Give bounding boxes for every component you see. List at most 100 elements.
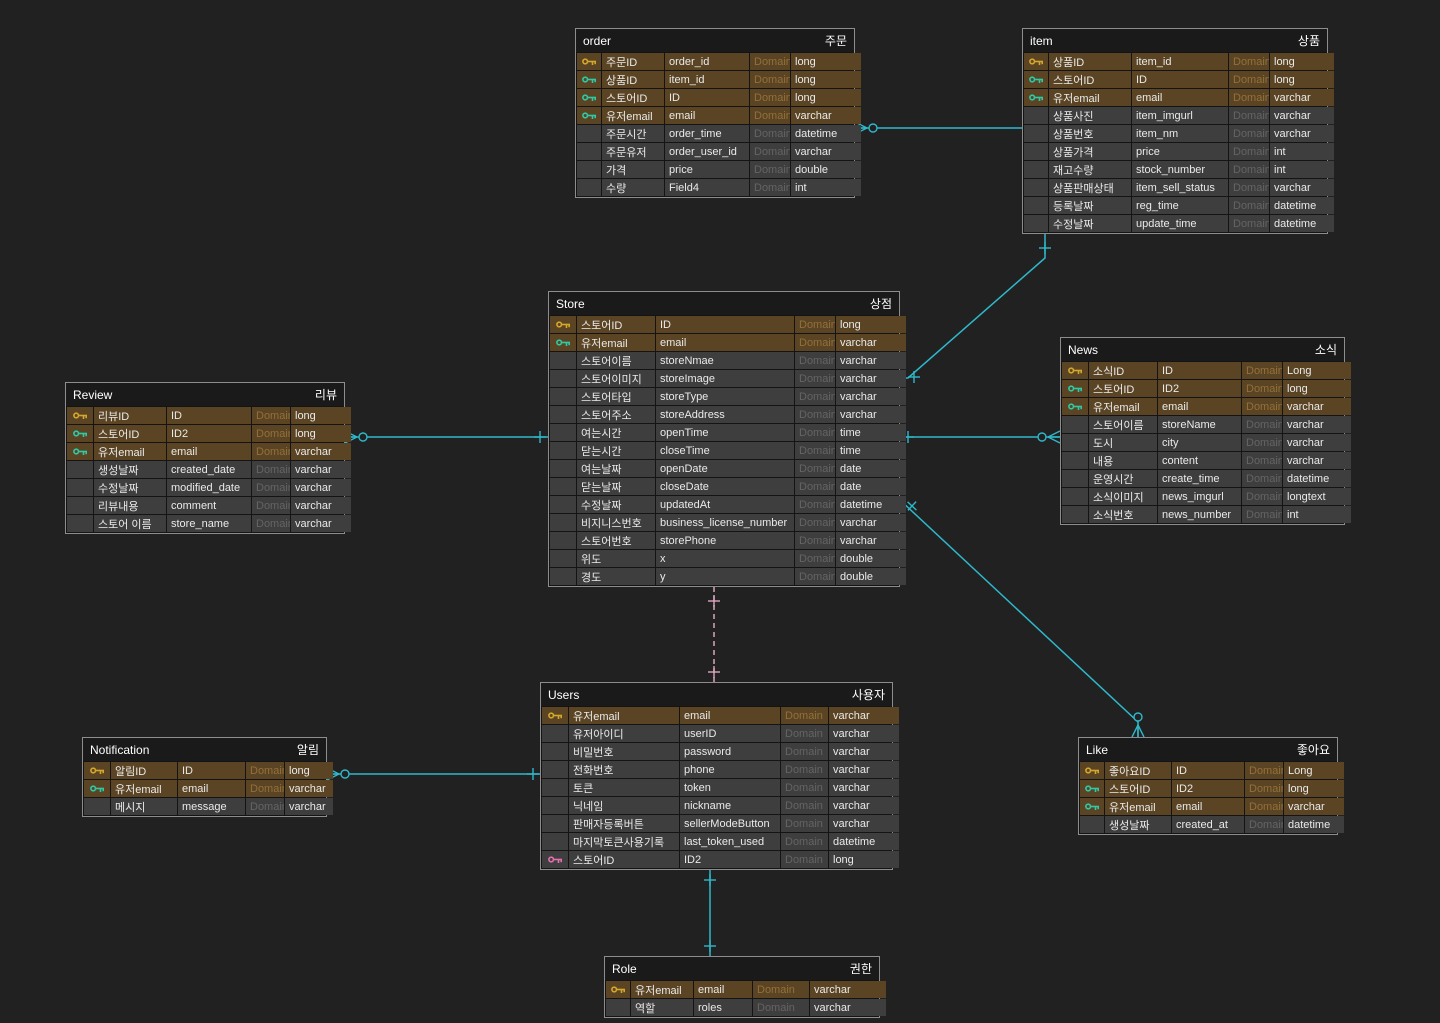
table-header[interactable]: Users 사용자 xyxy=(541,683,892,706)
logical-name: 스토어ID xyxy=(569,851,679,868)
table-store[interactable]: Store 상점 스토어ID ID Domain long 유저email email Doma… xyxy=(548,291,906,587)
column-row-price[interactable]: 가격 price Domain double xyxy=(577,161,861,178)
column-row-ID[interactable]: 스토어ID ID Domain long xyxy=(1024,71,1334,88)
column-row-news_number[interactable]: 소식번호 news_number Domain int xyxy=(1062,506,1351,523)
column-row-item_sell_status[interactable]: 상품판매상태 item_sell_status Domain varchar xyxy=(1024,179,1334,196)
column-row-sellerModeButton[interactable]: 판매자등록버튼 sellerModeButton Domain varchar xyxy=(542,815,899,832)
column-row-news_imgurl[interactable]: 소식이미지 news_imgurl Domain longtext xyxy=(1062,488,1351,505)
column-row-order_user_id[interactable]: 주문유저 order_user_id Domain varchar xyxy=(577,143,861,160)
column-row-closeTime[interactable]: 닫는시간 closeTime Domain time xyxy=(550,442,906,459)
column-row-openTime[interactable]: 여는시간 openTime Domain time xyxy=(550,424,906,441)
physical-name: closeDate xyxy=(656,478,794,495)
column-row-last_token_used[interactable]: 마지막토큰사용기록 last_token_used Domain datetime xyxy=(542,833,899,850)
table-like[interactable]: Like좋아요좋아요IDIDDomainLong스토어IDID2Domainlo… xyxy=(1078,737,1344,835)
domain-placeholder: Domain xyxy=(1242,488,1282,505)
column-row-userID[interactable]: 유저아이디 userID Domain varchar xyxy=(542,725,899,742)
column-row-order_time[interactable]: 주문시간 order_time Domain datetime xyxy=(577,125,861,142)
key-placeholder xyxy=(542,743,568,760)
column-row-ID[interactable]: 스토어ID ID Domain long xyxy=(577,89,861,106)
physical-name: ID2 xyxy=(167,425,251,442)
table-header[interactable]: item 상품 xyxy=(1023,29,1327,52)
column-row-openDate[interactable]: 여는날짜 openDate Domain date xyxy=(550,460,906,477)
column-row-updatedAt[interactable]: 수정날짜 updatedAt Domain datetime xyxy=(550,496,906,513)
column-row-price[interactable]: 상품가격 price Domain int xyxy=(1024,143,1334,160)
column-row-password[interactable]: 비밀번호 password Domain varchar xyxy=(542,743,899,760)
column-row-reg_time[interactable]: 등록날짜 reg_time Domain datetime xyxy=(1024,197,1334,214)
column-row-content[interactable]: 내용 content Domain varchar xyxy=(1062,452,1351,469)
column-row-item_nm[interactable]: 상품번호 item_nm Domain varchar xyxy=(1024,125,1334,142)
table-order[interactable]: order 주문 주문ID order_id Domain long 상품ID item_id… xyxy=(575,28,861,198)
key-placeholder xyxy=(67,515,93,532)
column-row-business_license_number[interactable]: 비지니스번호 business_license_number Domain varch… xyxy=(550,514,906,531)
relationship-item-store[interactable] xyxy=(900,234,1046,379)
column-row-order_id[interactable]: 주문ID order_id Domain long xyxy=(577,53,861,70)
column-row-storeName[interactable]: 스토어이름 storeName Domain varchar xyxy=(1062,416,1351,433)
table-review[interactable]: Review리뷰리뷰IDIDDomainlong스토어IDID2Domainlo… xyxy=(65,382,351,534)
table-header[interactable]: Notification 알림 xyxy=(83,738,326,761)
column-row-item_imgurl[interactable]: 상품사진 item_imgurl Domain varchar xyxy=(1024,107,1334,124)
table-news[interactable]: News 소식 소식ID ID Domain Long 스토어ID ID2 Domain long… xyxy=(1060,337,1351,525)
column-row-message[interactable]: 메시지messageDomainvarchar xyxy=(84,798,333,815)
key-placeholder xyxy=(577,161,601,178)
column-row-phone[interactable]: 전화번호 phone Domain varchar xyxy=(542,761,899,778)
table-users[interactable]: Users 사용자 유저email email Domain varchar 유저아이디 us… xyxy=(540,682,899,870)
column-row-storeNmae[interactable]: 스토어이름 storeNmae Domain varchar xyxy=(550,352,906,369)
table-notification[interactable]: Notification알림알림IDIDDomainlong유저emailema… xyxy=(82,737,333,817)
column-row-storeType[interactable]: 스토어타입 storeType Domain varchar xyxy=(550,388,906,405)
column-row-ID[interactable]: 알림IDIDDomainlong xyxy=(84,762,333,779)
table-header[interactable]: Like 좋아요 xyxy=(1079,738,1337,761)
key-placeholder xyxy=(84,798,110,815)
table-header[interactable]: Store 상점 xyxy=(549,292,899,315)
table-header[interactable]: Review 리뷰 xyxy=(66,383,344,406)
column-row-comment[interactable]: 리뷰내용commentDomainvarchar xyxy=(67,497,351,514)
column-row-ID[interactable]: 소식ID ID Domain Long xyxy=(1062,362,1351,379)
table-alias: 리뷰 xyxy=(314,388,337,402)
column-row-update_time[interactable]: 수정날짜 update_time Domain datetime xyxy=(1024,215,1334,232)
column-row-token[interactable]: 토큰 token Domain varchar xyxy=(542,779,899,796)
column-row-storeImage[interactable]: 스토어이미지 storeImage Domain varchar xyxy=(550,370,906,387)
column-row-x[interactable]: 위도 x Domain double xyxy=(550,550,906,567)
table-item[interactable]: item 상품 상품ID item_id Domain long 스토어ID ID Domain… xyxy=(1022,28,1334,234)
column-row-nickname[interactable]: 닉네임 nickname Domain varchar xyxy=(542,797,899,814)
column-row-Field4[interactable]: 수량 Field4 Domain int xyxy=(577,179,861,196)
column-row-ID[interactable]: 스토어ID ID Domain long xyxy=(550,316,906,333)
table-header[interactable]: Role 권한 xyxy=(605,957,879,980)
domain-placeholder: Domain xyxy=(795,352,835,369)
table-header[interactable]: News 소식 xyxy=(1061,338,1344,361)
column-row-stock_number[interactable]: 재고수량 stock_number Domain int xyxy=(1024,161,1334,178)
foreign-key-icon xyxy=(1062,398,1088,415)
column-row-y[interactable]: 경도 y Domain double xyxy=(550,568,906,585)
column-row-ID[interactable]: 리뷰IDIDDomainlong xyxy=(67,407,351,424)
column-row-closeDate[interactable]: 닫는날짜 closeDate Domain date xyxy=(550,478,906,495)
table-role[interactable]: Role 권한 유저email email Domain varchar 역할 roles Do… xyxy=(604,956,886,1018)
column-row-storePhone[interactable]: 스토어번호 storePhone Domain varchar xyxy=(550,532,906,549)
column-row-create_time[interactable]: 운영시간 create_time Domain datetime xyxy=(1062,470,1351,487)
relationship-store-like[interactable] xyxy=(899,499,1139,737)
table-header[interactable]: order 주문 xyxy=(576,29,854,52)
column-row-city[interactable]: 도시 city Domain varchar xyxy=(1062,434,1351,451)
column-row-item_id[interactable]: 상품ID item_id Domain long xyxy=(1024,53,1334,70)
column-row-roles[interactable]: 역할 roles Domain varchar xyxy=(606,999,886,1016)
column-row-item_id[interactable]: 상품ID item_id Domain long xyxy=(577,71,861,88)
data-type: long xyxy=(829,851,899,868)
column-row-storeAddress[interactable]: 스토어주소 storeAddress Domain varchar xyxy=(550,406,906,423)
column-row-ID[interactable]: 좋아요IDIDDomainLong xyxy=(1080,762,1344,779)
